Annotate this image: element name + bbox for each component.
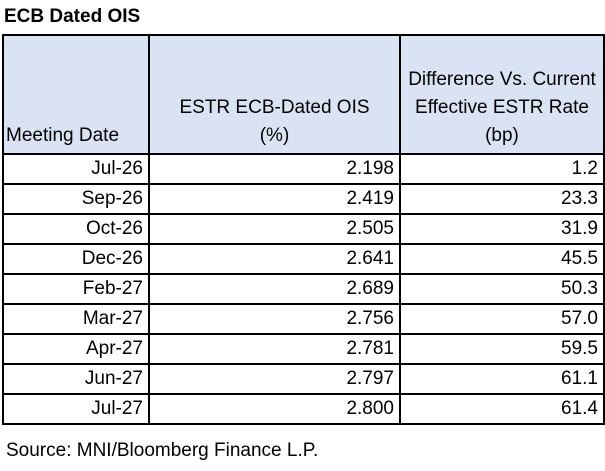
header-meeting-date: Meeting Date xyxy=(2,34,150,155)
cell-meeting-date: Sep-26 xyxy=(2,183,150,215)
cell-meeting-date: Oct-26 xyxy=(2,213,150,245)
cell-ois-rate: 2.689 xyxy=(148,273,401,305)
cell-difference: 45.5 xyxy=(399,243,605,275)
header-row: Meeting Date ESTR ECB-Dated OIS (%) Diff… xyxy=(2,34,605,155)
cell-meeting-date: Feb-27 xyxy=(2,273,150,305)
cell-ois-rate: 2.198 xyxy=(148,153,401,185)
cell-difference: 23.3 xyxy=(399,183,605,215)
cell-ois-rate: 2.797 xyxy=(148,363,401,395)
table-title: ECB Dated OIS xyxy=(4,6,141,27)
header-estr-ois-line-1: ESTR ECB-Dated OIS xyxy=(179,97,370,118)
cell-ois-rate: 2.505 xyxy=(148,213,401,245)
header-estr-ois-line-2: (%) xyxy=(259,125,290,146)
cell-difference: 31.9 xyxy=(399,213,605,245)
cell-difference: 59.5 xyxy=(399,333,605,365)
cell-ois-rate: 2.641 xyxy=(148,243,401,275)
table-row: Feb-27 2.689 50.3 xyxy=(2,273,605,305)
table-row: Dec-26 2.641 45.5 xyxy=(2,243,605,275)
cell-meeting-date: Jun-27 xyxy=(2,363,150,395)
cell-difference: 1.2 xyxy=(399,153,605,185)
table-row: Sep-26 2.419 23.3 xyxy=(2,183,605,215)
cell-difference: 61.1 xyxy=(399,363,605,395)
header-difference: Difference Vs. Current Effective ESTR Ra… xyxy=(399,34,605,155)
header-meeting-date-line-1: Meeting Date xyxy=(6,125,120,146)
cell-difference: 61.4 xyxy=(399,393,605,425)
header-difference-line-3: (bp) xyxy=(485,125,519,146)
cell-meeting-date: Dec-26 xyxy=(2,243,150,275)
cell-meeting-date: Mar-27 xyxy=(2,303,150,335)
cell-meeting-date: Jul-26 xyxy=(2,153,150,185)
cell-ois-rate: 2.781 xyxy=(148,333,401,365)
table-row: Mar-27 2.756 57.0 xyxy=(2,303,605,335)
header-estr-ois: ESTR ECB-Dated OIS (%) xyxy=(148,34,401,155)
cell-meeting-date: Jul-27 xyxy=(2,393,150,425)
table-row: Jun-27 2.797 61.1 xyxy=(2,363,605,395)
source-note: Source: MNI/Bloomberg Finance L.P. xyxy=(6,440,319,461)
header-difference-line-1: Difference Vs. Current xyxy=(408,69,596,90)
table-row: Oct-26 2.505 31.9 xyxy=(2,213,605,245)
cell-difference: 50.3 xyxy=(399,273,605,305)
cell-difference: 57.0 xyxy=(399,303,605,335)
ois-table: Meeting Date ESTR ECB-Dated OIS (%) Diff… xyxy=(2,34,605,425)
cell-ois-rate: 2.419 xyxy=(148,183,401,215)
table-row: Jul-27 2.800 61.4 xyxy=(2,393,605,425)
cell-ois-rate: 2.756 xyxy=(148,303,401,335)
cell-meeting-date: Apr-27 xyxy=(2,333,150,365)
cell-ois-rate: 2.800 xyxy=(148,393,401,425)
table-row: Apr-27 2.781 59.5 xyxy=(2,333,605,365)
table-row: Jul-26 2.198 1.2 xyxy=(2,153,605,185)
header-difference-line-2: Effective ESTR Rate xyxy=(415,97,589,118)
